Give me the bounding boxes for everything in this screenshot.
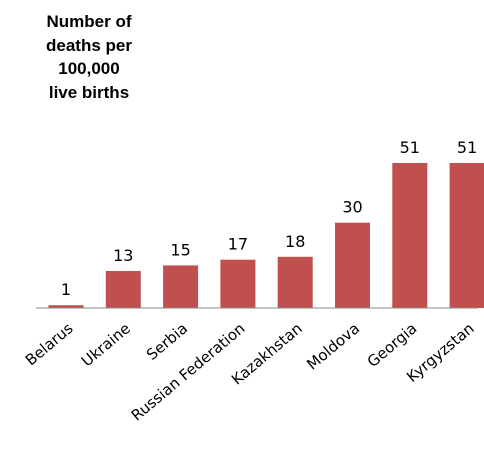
x-tick-label: Belarus: [22, 319, 77, 369]
data-label: 17: [228, 235, 248, 254]
x-tick-label: Moldova: [303, 319, 363, 373]
x-tick-label: Ukraine: [78, 319, 134, 370]
data-label: 18: [285, 232, 305, 251]
bar-ukraine: [105, 271, 141, 308]
bar-kyrgyzstan: [449, 163, 484, 308]
bar-kazakhstan: [277, 256, 313, 308]
bar-georgia: [392, 163, 428, 308]
bar-belarus: [48, 305, 84, 308]
data-label: 15: [170, 240, 190, 259]
x-tick-label: Georgia: [364, 319, 421, 371]
data-label: 30: [342, 198, 362, 217]
bar-russian-federation: [220, 259, 256, 308]
data-label: 51: [457, 138, 477, 157]
bar-serbia: [163, 265, 199, 308]
data-label: 51: [400, 138, 420, 157]
data-label: 13: [113, 246, 133, 265]
bars-group: [48, 163, 484, 308]
data-label: 1: [61, 280, 71, 299]
x-tick-label: Serbia: [143, 319, 191, 364]
data-labels-group: 1 13 15 17 18 30 51 51: [61, 138, 477, 299]
bar-moldova: [335, 222, 370, 308]
chart-title: Number of deaths per 100,000 live births: [46, 12, 132, 102]
